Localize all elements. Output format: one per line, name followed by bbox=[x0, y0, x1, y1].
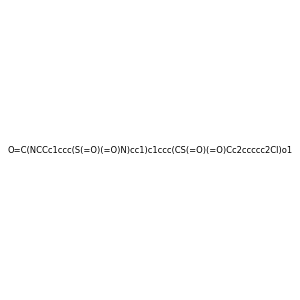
Text: O=C(NCCc1ccc(S(=O)(=O)N)cc1)c1ccc(CS(=O)(=O)Cc2ccccc2Cl)o1: O=C(NCCc1ccc(S(=O)(=O)N)cc1)c1ccc(CS(=O)… bbox=[8, 146, 292, 154]
